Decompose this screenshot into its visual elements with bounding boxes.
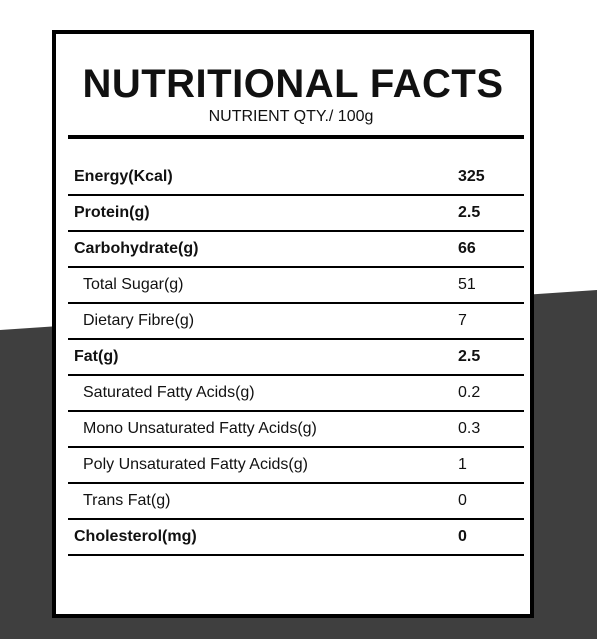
table-row: Total Sugar(g) 51	[68, 268, 524, 304]
nutrient-value: 325	[458, 168, 485, 185]
nutrient-value: 7	[458, 312, 467, 329]
nutrient-value: 51	[458, 276, 476, 293]
nutrient-value: 2.5	[458, 204, 481, 221]
label-title: NUTRITIONAL FACTS	[82, 62, 504, 106]
table-row: Trans Fat(g) 0	[68, 484, 524, 520]
table-row: Cholesterol(mg) 0	[68, 520, 524, 556]
nutrient-name: Protein(g)	[74, 204, 150, 221]
table-row: Carbohydrate(g) 66	[68, 232, 524, 268]
nutrient-value: 1	[458, 456, 467, 473]
nutrient-value: 0.3	[458, 420, 481, 437]
nutrient-name: Mono Unsaturated Fatty Acids(g)	[83, 420, 317, 437]
table-row: Saturated Fatty Acids(g) 0.2	[68, 376, 524, 412]
table-row: Poly Unsaturated Fatty Acids(g) 1	[68, 448, 524, 484]
nutrient-name: Trans Fat(g)	[83, 492, 171, 509]
nutrient-value: 66	[458, 240, 476, 257]
label-subtitle: NUTRIENT QTY./ 100g	[208, 108, 374, 125]
nutrient-name: Saturated Fatty Acids(g)	[83, 384, 255, 401]
nutrient-value: 2.5	[458, 348, 481, 365]
nutrient-name: Fat(g)	[74, 348, 119, 365]
nutrient-name: Poly Unsaturated Fatty Acids(g)	[83, 456, 308, 473]
nutrient-name: Carbohydrate(g)	[74, 240, 199, 257]
nutrient-value: 0	[458, 492, 467, 509]
table-row: Mono Unsaturated Fatty Acids(g) 0.3	[68, 412, 524, 448]
nutrient-table: Energy(Kcal) 325 Protein(g) 2.5 Carbohyd…	[68, 160, 524, 556]
nutrient-value: 0	[458, 528, 467, 545]
table-row: Protein(g) 2.5	[68, 196, 524, 232]
nutrient-name: Total Sugar(g)	[83, 276, 184, 293]
table-row: Energy(Kcal) 325	[68, 160, 524, 196]
nutrient-value: 0.2	[458, 384, 481, 401]
nutrition-facts-label: NUTRITIONAL FACTS NUTRIENT QTY./ 100g En…	[52, 30, 534, 618]
nutrient-name: Cholesterol(mg)	[74, 528, 197, 545]
nutrient-name: Dietary Fibre(g)	[83, 312, 195, 329]
header-divider	[68, 135, 524, 139]
nutrient-name: Energy(Kcal)	[74, 168, 173, 185]
table-row: Fat(g) 2.5	[68, 340, 524, 376]
table-row: Dietary Fibre(g) 7	[68, 304, 524, 340]
